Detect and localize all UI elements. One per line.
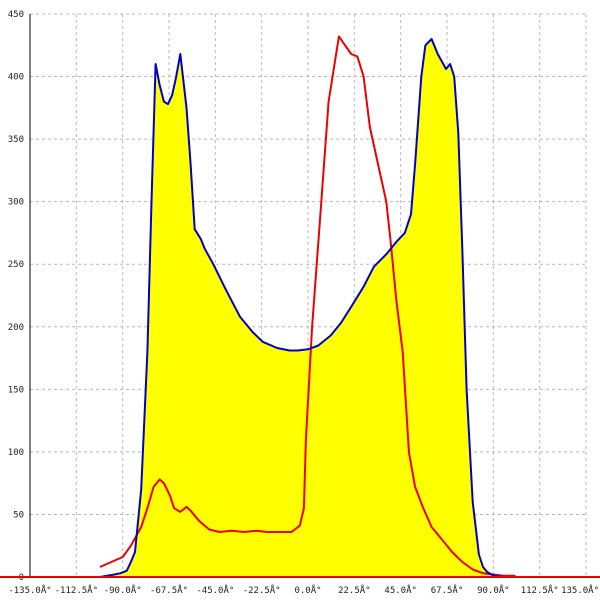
x-tick-label: -90.0Å° [104,584,142,596]
x-tick-label: -67.5Å° [150,584,188,596]
series-0-line [99,38,516,578]
y-tick-label: 300 [8,198,24,208]
x-tick-label: 90.0Å° [477,584,510,596]
x-tick-label: 22.5Å° [338,584,371,596]
series-0-fill [100,39,516,577]
x-tick-label: -135.0Å° [8,584,51,596]
y-tick-label: 100 [8,448,24,458]
x-tick-label: -22.5Å° [243,584,281,596]
x-tick-label: 0.0Å° [294,584,321,596]
y-tick-labels: 050100150200250300350400450 [8,10,24,583]
y-tick-label: 400 [8,73,24,83]
y-tick-label: 350 [8,135,24,145]
y-tick-label: 50 [13,510,24,520]
x-tick-labels: -135.0Å° -112.5Å° -90.0Å° -67.5Å° -45.0Å° -22… [8,584,599,596]
x-tick-label: 112.5Å° [521,584,559,596]
y-tick-label: 250 [8,260,24,270]
x-tick-label: 135.0Å° [561,584,599,596]
x-tick-label: 67.5Å° [431,584,464,596]
y-tick-label: 150 [8,385,24,395]
x-tick-label: 45.0Å° [384,584,417,596]
y-tick-label: 450 [8,10,24,20]
series-1-line [99,35,517,578]
y-tick-label: 200 [8,323,24,333]
x-tick-label: -45.0Å° [196,584,234,596]
x-tick-label: -112.5Å° [55,584,98,596]
series-layer [0,35,600,578]
